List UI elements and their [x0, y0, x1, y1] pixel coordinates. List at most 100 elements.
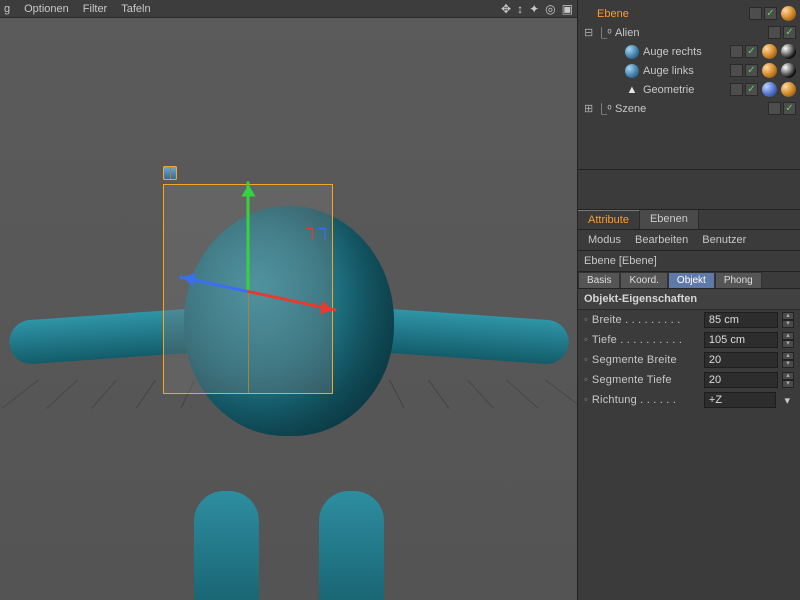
hierarchy-tags: ✓ — [730, 44, 796, 59]
hierarchy-tags: ✓ — [768, 26, 796, 39]
property-label: Richtung . . . . . . — [592, 394, 700, 406]
stepper[interactable]: ▴▾ — [782, 332, 794, 348]
hierarchy-row[interactable]: Auge rechts ✓ — [582, 42, 796, 61]
layer-toggle[interactable] — [749, 7, 762, 20]
visibility-toggle[interactable]: ✓ — [745, 83, 758, 96]
menu-item[interactable]: Filter — [83, 3, 107, 15]
property-row: ◦Segmente Tiefe20▴▾ — [578, 370, 800, 390]
menu-item[interactable]: Optionen — [24, 3, 69, 15]
submenu-item[interactable]: Modus — [588, 234, 621, 246]
side-panel: Ebene✓⊟⎿⁰Alien✓Auge rechts✓Auge links✓▲G… — [578, 0, 800, 600]
obj-tab-objekt[interactable]: Objekt — [668, 272, 715, 288]
rotate-icon[interactable]: ✦ — [529, 2, 539, 16]
3d-viewport[interactable]: ┐┐ — [0, 18, 577, 600]
attr-object-title: Ebene [Ebene] — [578, 251, 800, 272]
viewport-menubar: g Optionen Filter Tafeln ✥ ↕ ✦ ◎ ▣ — [0, 0, 577, 18]
hierarchy-row[interactable]: Auge links✓ — [582, 61, 796, 80]
viewport-tool-icons: ✥ ↕ ✦ ◎ ▣ — [501, 2, 573, 16]
layer-toggle[interactable] — [730, 83, 743, 96]
attr-section-header: Objekt-Eigenschaften — [578, 289, 800, 310]
sphere-icon — [625, 45, 639, 59]
move-icon[interactable]: ✥ — [501, 2, 511, 16]
tab-attribute[interactable]: Attribute — [578, 210, 640, 229]
submenu-item[interactable]: Benutzer — [702, 234, 746, 246]
visibility-toggle[interactable]: ✓ — [764, 7, 777, 20]
visibility-toggle[interactable]: ✓ — [745, 64, 758, 77]
property-row: ◦Richtung . . . . . .+Z▾ — [578, 390, 800, 410]
layer-toggle[interactable] — [730, 45, 743, 58]
frame-icon[interactable]: ◎ — [545, 2, 555, 16]
property-label: Segmente Tiefe — [592, 374, 700, 386]
expander-icon[interactable]: ⊟ — [584, 26, 593, 39]
stepper-down-icon[interactable]: ▾ — [782, 380, 794, 388]
visibility-toggle[interactable]: ✓ — [783, 26, 796, 39]
dropdown-arrow-icon[interactable]: ▾ — [780, 394, 794, 407]
property-label: Breite . . . . . . . . . — [592, 314, 700, 326]
hierarchy-row[interactable]: ⊞⎿⁰Szene✓ — [582, 99, 796, 118]
visibility-toggle[interactable]: ✓ — [783, 102, 796, 115]
hierarchy-tags: ✓ — [730, 82, 796, 97]
stepper[interactable]: ▴▾ — [782, 372, 794, 388]
plane-icon — [163, 166, 177, 180]
tag-orb-icon[interactable] — [781, 82, 796, 97]
hierarchy-item-label: Auge rechts — [643, 46, 702, 58]
property-value-input[interactable]: 85 cm — [704, 312, 778, 328]
hierarchy-tags: ✓ — [768, 102, 796, 115]
tag-orb-icon[interactable] — [762, 82, 777, 97]
obj-tab-phong[interactable]: Phong — [715, 272, 762, 288]
layer-toggle[interactable] — [768, 102, 781, 115]
property-row: ◦Segmente Breite20▴▾ — [578, 350, 800, 370]
viewport-column: g Optionen Filter Tafeln ✥ ↕ ✦ ◎ ▣ ┐┐ — [0, 0, 578, 600]
attribute-manager: Attribute Ebenen Modus Bearbeiten Benutz… — [578, 210, 800, 600]
tab-ebenen[interactable]: Ebenen — [640, 210, 699, 229]
panel-divider[interactable] — [578, 170, 800, 210]
hierarchy-tags: ✓ — [749, 6, 796, 21]
layout-icon[interactable]: ▣ — [562, 2, 573, 16]
stepper-down-icon[interactable]: ▾ — [782, 340, 794, 348]
stepper[interactable]: ▴▾ — [782, 312, 794, 328]
tag-orb-icon[interactable] — [781, 63, 796, 78]
hierarchy-item-label: Geometrie — [643, 84, 694, 96]
visibility-toggle[interactable]: ✓ — [745, 45, 758, 58]
stepper-up-icon[interactable]: ▴ — [782, 312, 794, 320]
stepper-down-icon[interactable]: ▾ — [782, 320, 794, 328]
property-value-input[interactable]: 105 cm — [704, 332, 778, 348]
stepper-down-icon[interactable]: ▾ — [782, 360, 794, 368]
hierarchy-row[interactable]: Ebene✓ — [582, 4, 796, 23]
property-value-input[interactable]: 20 — [704, 352, 778, 368]
property-row: ◦Breite . . . . . . . . .85 cm▴▾ — [578, 310, 800, 330]
null-icon: ⎿⁰ — [597, 26, 611, 40]
scale-icon[interactable]: ↕ — [517, 2, 523, 16]
hierarchy-row[interactable]: ⊟ ⎿⁰ Alien ✓ — [582, 23, 796, 42]
attr-submenu: Modus Bearbeiten Benutzer — [578, 230, 800, 251]
attr-properties: ◦Breite . . . . . . . . .85 cm▴▾◦Tiefe .… — [578, 310, 800, 410]
property-label: Segmente Breite — [592, 354, 700, 366]
tag-orb-icon[interactable] — [762, 44, 777, 59]
hierarchy-item-label: Szene — [615, 103, 646, 115]
attr-object-tabs: BasisKoord.ObjektPhong — [578, 272, 800, 289]
expander-icon[interactable]: ⊞ — [584, 102, 593, 115]
attr-object-label: Ebene [Ebene] — [584, 255, 657, 267]
property-value-input[interactable]: 20 — [704, 372, 778, 388]
stepper[interactable]: ▴▾ — [782, 352, 794, 368]
layer-toggle[interactable] — [730, 64, 743, 77]
layer-toggle[interactable] — [768, 26, 781, 39]
stepper-up-icon[interactable]: ▴ — [782, 352, 794, 360]
tag-orb-icon[interactable] — [762, 63, 777, 78]
submenu-item[interactable]: Bearbeiten — [635, 234, 688, 246]
stepper-up-icon[interactable]: ▴ — [782, 332, 794, 340]
sphere-icon — [625, 64, 639, 78]
hierarchy-item-label: Alien — [615, 27, 639, 39]
property-value-input[interactable]: +Z — [704, 392, 777, 408]
obj-tab-basis[interactable]: Basis — [578, 272, 620, 288]
tag-orb-icon[interactable] — [781, 6, 796, 21]
stepper-up-icon[interactable]: ▴ — [782, 372, 794, 380]
hierarchy-row[interactable]: ▲Geometrie✓ — [582, 80, 796, 99]
menu-item[interactable]: g — [4, 3, 10, 15]
obj-tab-koord.[interactable]: Koord. — [620, 272, 667, 288]
menu-item[interactable]: Tafeln — [121, 3, 150, 15]
axis-y-icon[interactable] — [247, 182, 250, 292]
tag-orb-icon[interactable] — [781, 44, 796, 59]
property-label: Tiefe . . . . . . . . . . — [592, 334, 700, 346]
property-row: ◦Tiefe . . . . . . . . . .105 cm▴▾ — [578, 330, 800, 350]
